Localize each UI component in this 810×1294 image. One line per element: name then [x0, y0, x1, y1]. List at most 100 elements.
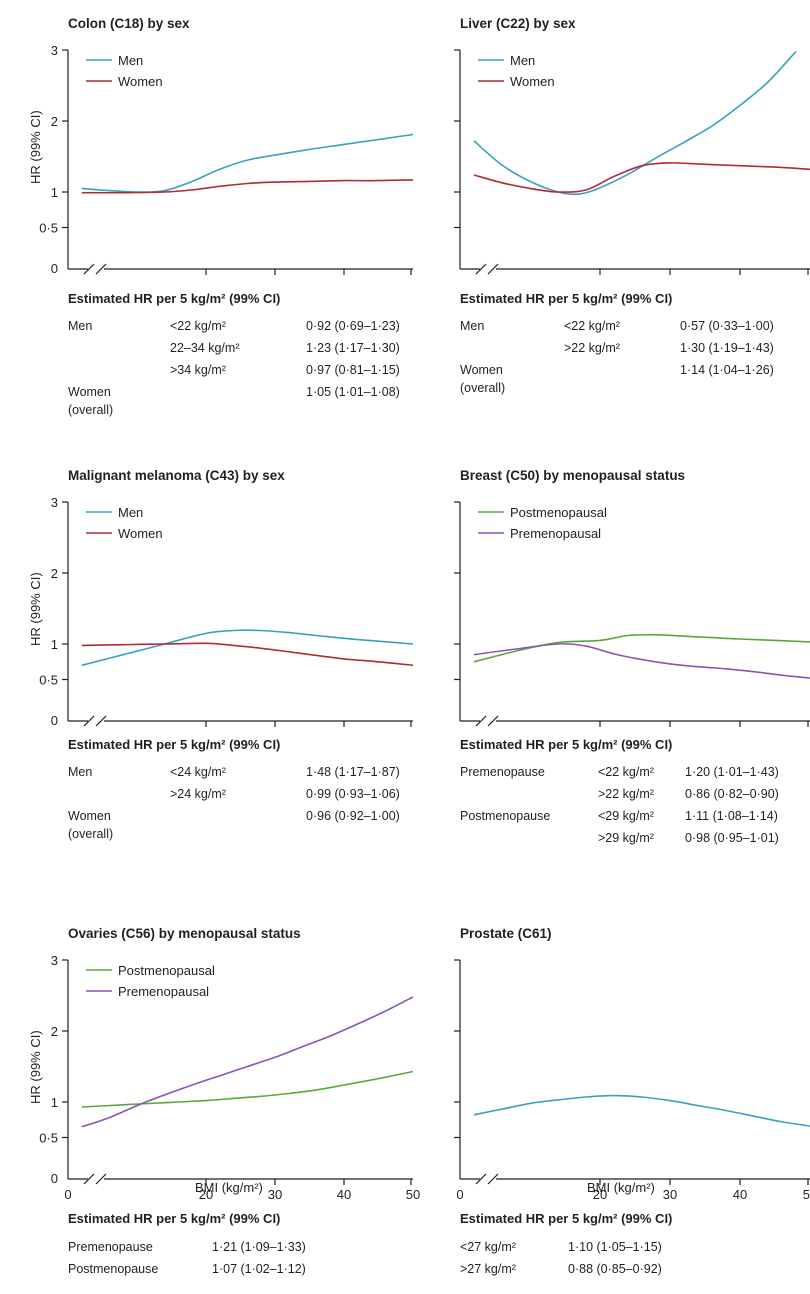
x-tick-label: 50: [803, 1187, 810, 1202]
series-line-2: [81, 179, 414, 194]
y-tick-label: 3: [51, 495, 58, 510]
x-tick-label: 50: [406, 1187, 420, 1202]
row-label: Women: [68, 385, 111, 399]
y-tick-label: 1: [51, 1095, 58, 1110]
row-value: 0·97 (0·81–1·15): [306, 363, 400, 377]
series-line-1: [81, 629, 414, 667]
series-line-2: [473, 643, 810, 679]
row-value: 1·07 (1·02–1·12): [212, 1262, 306, 1276]
axis-break: [95, 1173, 107, 1185]
chart: 3 2 1 0·5 0 Men Women: [39, 43, 414, 276]
row-range: <29 kg/m²: [598, 809, 654, 823]
row-label: Premenopause: [460, 765, 545, 779]
row-range: <22 kg/m²: [564, 319, 620, 333]
panel-title: Breast (C50) by menopausal status: [460, 468, 686, 483]
row-label: Postmenopause: [460, 809, 551, 823]
panel-title: Liver (C22) by sex: [460, 16, 576, 31]
axis-break: [83, 715, 95, 727]
y-tick-label: 2: [51, 1024, 58, 1039]
row-range: 22–34 kg/m²: [170, 341, 240, 355]
row-label: Postmenopause: [68, 1262, 159, 1276]
row-value: 0·99 (0·93–1·06): [306, 787, 400, 801]
legend-label: Men: [118, 505, 143, 520]
row-value: 1·11 (1·08–1·14): [685, 809, 778, 823]
x-tick-label: 20: [593, 1187, 607, 1202]
row-range: >22 kg/m²: [564, 341, 620, 355]
row-value: 0·96 (0·92–1·00): [306, 809, 400, 823]
y-tick-label: 3: [51, 953, 58, 968]
legend-label: Women: [118, 74, 163, 89]
chart: 3 2 1 0·5 00 20 30 40 50 Postmenopausal Premenopau…: [39, 953, 420, 1202]
table-title: Estimated HR per 5 kg/m² (99% CI): [68, 1211, 281, 1226]
y-tick-label: 0·5: [39, 673, 58, 688]
table-title: Estimated HR per 5 kg/m² (99% CI): [460, 1211, 673, 1226]
x-tick-label: 0: [64, 1187, 71, 1202]
legend-label: Postmenopausal: [118, 963, 215, 978]
row-label: Women: [68, 809, 111, 823]
legend-label: Women: [118, 526, 163, 541]
legend-label: Postmenopausal: [510, 505, 607, 520]
panel-title: Ovaries (C56) by menopausal status: [68, 926, 301, 941]
row-range: <22 kg/m²: [598, 765, 654, 779]
chart: 0 20 30 40 50: [454, 959, 810, 1202]
row-value: 1·30 (1·19–1·43): [680, 341, 774, 355]
row-range: <24 kg/m²: [170, 765, 226, 779]
x-axis-label: BMI (kg/m²): [587, 1180, 655, 1195]
x-axis-label: BMI (kg/m²): [195, 1180, 263, 1195]
row-value: 1·23 (1·17–1·30): [306, 341, 400, 355]
row-label: Men: [68, 765, 93, 779]
row-range: >29 kg/m²: [598, 831, 654, 845]
axis-break: [83, 1173, 95, 1185]
row-label: Men: [68, 319, 93, 333]
chart: 3 2 1 0·5 0 Men Women: [39, 495, 414, 728]
x-tick-label: 30: [663, 1187, 677, 1202]
series-line-1: [473, 50, 797, 196]
row-range: >24 kg/m²: [170, 787, 226, 801]
axis-break: [475, 715, 487, 727]
row-value: 0·98 (0·95–1·01): [685, 831, 779, 845]
y-tick-label: 0: [51, 261, 58, 276]
row-label: <27 kg/m²: [460, 1240, 516, 1254]
axis-break: [475, 263, 487, 275]
y-tick-label: 0: [51, 713, 58, 728]
y-tick-label: 2: [51, 566, 58, 581]
x-tick-label: 0: [456, 1187, 463, 1202]
legend-label: Premenopausal: [510, 526, 601, 541]
legend-label: Women: [510, 74, 555, 89]
legend-label: Men: [510, 53, 535, 68]
y-tick-label: 1: [51, 637, 58, 652]
table-title: Estimated HR per 5 kg/m² (99% CI): [460, 291, 673, 306]
table-title: Estimated HR per 5 kg/m² (99% CI): [68, 291, 281, 306]
y-tick-label: 0·5: [39, 1131, 58, 1146]
x-tick-label: 40: [337, 1187, 351, 1202]
axis-break: [487, 1173, 499, 1185]
chart: Postmenopausal Premenopausal: [454, 501, 810, 727]
y-tick-label: 3: [51, 43, 58, 58]
series-line-2: [81, 996, 414, 1128]
row-label: (overall): [68, 827, 114, 841]
axis-break: [487, 715, 499, 727]
row-value: 1·14 (1·04–1·26): [680, 363, 774, 377]
x-tick-label: 20: [199, 1187, 213, 1202]
row-label: Women: [460, 363, 503, 377]
table-title: Estimated HR per 5 kg/m² (99% CI): [460, 737, 673, 752]
row-label: (overall): [460, 381, 506, 395]
row-value: 0·57 (0·33–1·00): [680, 319, 774, 333]
series-line-1: [473, 1094, 810, 1127]
axis-break: [487, 263, 499, 275]
axis-break: [95, 263, 107, 275]
legend-label: Men: [118, 53, 143, 68]
series-line-2: [473, 162, 810, 193]
row-value: 1·21 (1·09–1·33): [212, 1240, 306, 1254]
row-value: 1·10 (1·05–1·15): [568, 1240, 662, 1254]
row-value: 1·05 (1·01–1·08): [306, 385, 400, 399]
series-line-1: [81, 1070, 414, 1108]
row-value: 1·20 (1·01–1·43): [685, 765, 779, 779]
row-label: Premenopause: [68, 1240, 153, 1254]
y-tick-label: 0: [51, 1171, 58, 1186]
axis-break: [95, 715, 107, 727]
panel-title: Prostate (C61): [460, 926, 552, 941]
row-range: >34 kg/m²: [170, 363, 226, 377]
axis-break: [83, 263, 95, 275]
